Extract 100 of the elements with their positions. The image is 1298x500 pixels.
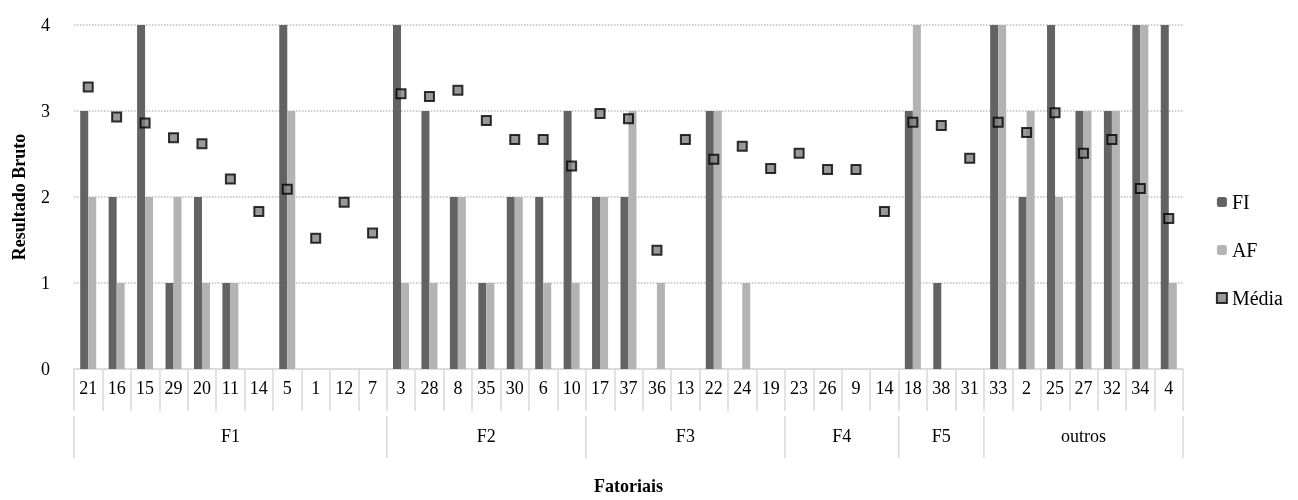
point <box>1106 133 1118 145</box>
point <box>367 227 379 239</box>
bar <box>1132 25 1141 369</box>
bar <box>137 25 146 369</box>
x-axis-title: Fatoriais <box>594 476 663 496</box>
x-tick-label: 25 <box>1046 378 1065 398</box>
point <box>935 120 947 132</box>
x-tick-label: 33 <box>989 378 1008 398</box>
point <box>793 147 805 159</box>
point <box>253 206 265 218</box>
point <box>736 140 748 152</box>
point <box>964 152 976 164</box>
x-tick-label: 2 <box>1022 378 1032 398</box>
x-tick-label: 15 <box>136 378 155 398</box>
x-tick-label: 36 <box>647 378 666 398</box>
x-tick-label: 23 <box>790 378 809 398</box>
bar <box>563 111 572 369</box>
x-tick-label: 18 <box>903 378 922 398</box>
text: F1 <box>220 426 240 446</box>
legend-label: FI <box>1231 191 1250 213</box>
bar <box>393 25 402 369</box>
bar <box>592 197 601 369</box>
bar <box>1018 197 1027 369</box>
x-tick-label: 3 <box>396 378 406 398</box>
text: F2 <box>476 426 496 446</box>
point <box>452 84 464 96</box>
x-tick-label: 14 <box>875 378 894 398</box>
bar <box>620 197 629 369</box>
legend-label: Média <box>1231 287 1284 309</box>
bar <box>108 197 117 369</box>
point <box>850 163 862 175</box>
x-tick-label: 1 <box>311 378 321 398</box>
bar <box>421 111 430 369</box>
point <box>878 206 890 218</box>
x-tick-label: 13 <box>676 378 695 398</box>
x-tick-label: 20 <box>192 378 211 398</box>
x-tick-label: 10 <box>562 378 581 398</box>
x-tick-label: 30 <box>505 378 524 398</box>
text: F5 <box>931 426 951 446</box>
y-tick-label: 3 <box>41 101 50 121</box>
point <box>907 116 919 128</box>
x-tick-label: 7 <box>368 378 378 398</box>
x-tick-label: 17 <box>591 378 610 398</box>
point <box>822 163 834 175</box>
bar <box>933 283 942 369</box>
point <box>111 111 123 123</box>
point <box>1049 107 1061 119</box>
point <box>651 244 663 256</box>
bar <box>222 283 231 369</box>
x-tick-label: 4 <box>1164 378 1174 398</box>
y-tick-label: 2 <box>41 187 50 207</box>
bar <box>1103 111 1112 369</box>
point <box>139 117 151 129</box>
bar <box>449 197 458 369</box>
point <box>1077 147 1089 159</box>
point <box>196 138 208 150</box>
point <box>1021 127 1033 138</box>
y-tick-label: 4 <box>41 15 50 35</box>
y-tick-label: 1 <box>41 273 50 293</box>
point <box>1134 182 1146 194</box>
bar <box>535 197 544 369</box>
x-tick-label: 6 <box>538 378 548 398</box>
point <box>594 108 606 120</box>
point <box>679 133 691 145</box>
y-tick-label: 0 <box>41 359 50 379</box>
point <box>537 133 549 145</box>
x-tick-label: 24 <box>733 378 752 398</box>
bar <box>1160 25 1169 369</box>
point <box>310 232 322 244</box>
point <box>338 196 350 208</box>
x-tick-label: 8 <box>453 378 463 398</box>
point <box>281 183 293 195</box>
point <box>82 81 94 93</box>
x-tick-label: 27 <box>1074 378 1093 398</box>
bar <box>1075 111 1084 369</box>
x-tick-label: 16 <box>107 378 126 398</box>
x-tick-label: 28 <box>420 378 439 398</box>
point <box>708 153 720 165</box>
point <box>480 114 492 126</box>
bar <box>705 111 714 369</box>
point <box>566 160 578 172</box>
x-tick-label: 11 <box>221 378 240 398</box>
x-tick-label: 38 <box>932 378 951 398</box>
x-tick-label: 19 <box>761 378 780 398</box>
x-tick-label: 29 <box>164 378 183 398</box>
point <box>509 133 521 145</box>
text: F4 <box>832 426 852 446</box>
bar <box>990 25 999 369</box>
x-tick-label: 22 <box>704 378 723 398</box>
x-tick-label: 35 <box>477 378 496 398</box>
bar <box>506 197 515 369</box>
legend-label: AF <box>1231 239 1258 261</box>
point <box>168 132 180 144</box>
x-tick-label: 31 <box>960 378 979 398</box>
x-tick-label: 26 <box>818 378 837 398</box>
x-tick-label: 21 <box>79 378 98 398</box>
bar <box>279 25 288 369</box>
x-tick-label: 37 <box>619 378 638 398</box>
bar <box>904 111 913 369</box>
bar <box>478 283 487 369</box>
